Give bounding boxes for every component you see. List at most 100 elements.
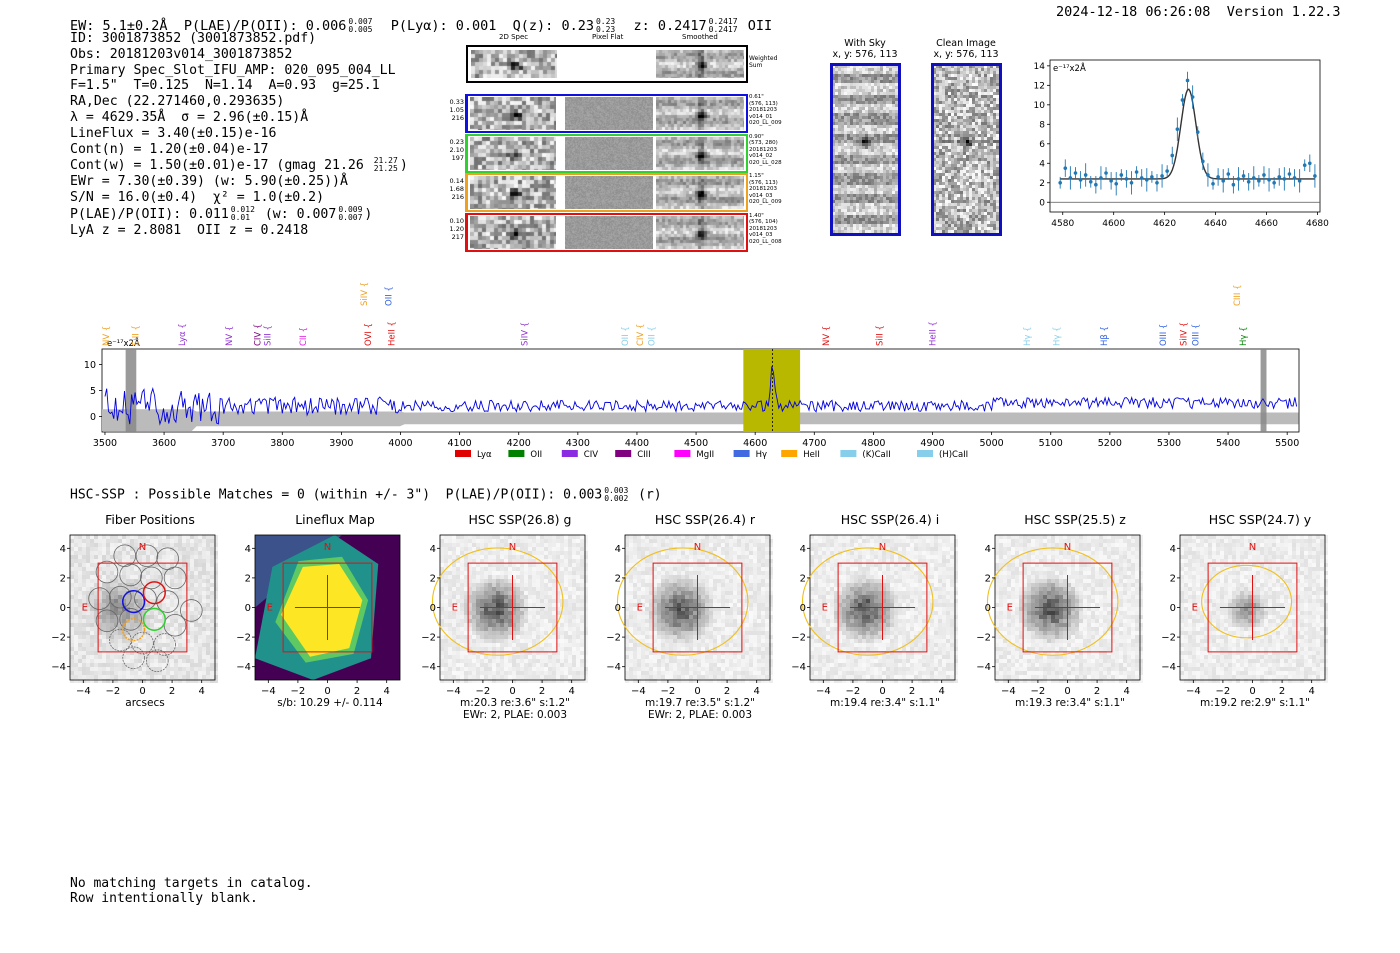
line-fit-point (1272, 180, 1276, 185)
cutout-color-bar (465, 94, 468, 133)
panel-x-tick: 4 (1123, 686, 1129, 697)
panel-y-tick: −2 (237, 633, 251, 644)
panel-x-tick: −2 (291, 686, 306, 697)
spectrum-x-tick: 5300 (1157, 438, 1181, 449)
info-plae-text: P(LAE)/P(OII): 0.011 (70, 206, 229, 222)
clean-title: Clean Image (936, 38, 996, 49)
cutout-stat: 0.33 (449, 98, 464, 106)
cutout-row (466, 133, 748, 173)
line-fit-model (1060, 88, 1315, 180)
panel-y-tick: 4 (430, 544, 436, 555)
panel-caption-2: EWr: 2, PLAE: 0.003 (647, 709, 753, 721)
panel-y-tick: 0 (615, 603, 621, 614)
compass-north: N (1249, 542, 1256, 553)
spectrum-legend-label: (K)CaII (862, 450, 890, 460)
spectrum-highlight (743, 349, 801, 432)
line-fit-y-tick: 4 (1039, 159, 1045, 169)
panel-x-tick: 2 (1094, 686, 1100, 697)
cutout-row-meta: 0.61" (576, 113) 20181203 v014_01 020_LL_009 (749, 94, 795, 127)
line-fit-point (1251, 176, 1256, 180)
cutout-meta: (576, 113) (749, 179, 778, 186)
line-fit-point (1206, 173, 1210, 177)
line-fit-y-tick: 2 (1039, 179, 1045, 189)
cutout-pixel-flat (565, 136, 653, 170)
cutout-color-bar (465, 173, 468, 212)
panel-y-tick: −4 (607, 662, 621, 673)
line-fit-point (1282, 177, 1287, 181)
spectrum-x-tick: 3600 (152, 438, 176, 449)
cutout-pixel-flat (565, 176, 653, 209)
spectrum-line-marker: SiIV { (360, 282, 370, 306)
compass-north: N (879, 542, 886, 553)
panel-y-tick: 0 (60, 603, 66, 614)
cutout-meta: (573, 280) (749, 140, 778, 146)
panel-y-tick: 4 (60, 544, 66, 555)
spectrum-x-tick: 5200 (1098, 438, 1122, 449)
cutout-meta: 020_LL_008 (749, 238, 782, 245)
line-fit-point (1088, 179, 1093, 184)
cutout-meta: (576, 113) (749, 100, 778, 107)
panel-y-tick: 0 (985, 603, 991, 614)
spectrum-line-marker: Hγ { (1023, 326, 1033, 346)
fiber-circle (119, 563, 142, 587)
header-timestamp-version: 2024-12-18 06:26:08 Version 1.22.3 (1056, 4, 1341, 20)
header-summary: EW: 5.1±0.2Å P(LAE)/P(OII): 0.006 0.007 0.… (70, 2, 773, 35)
clean-image-header: Clean Image x, y: 576, 113 (927, 38, 1005, 60)
compass-north: N (509, 542, 516, 553)
cutout-meta: 20181203 (749, 225, 777, 232)
search-box (1022, 562, 1113, 653)
line-fit-point (1236, 177, 1241, 181)
fiber-circle (180, 599, 203, 622)
hsc-summary-hi: 0.003 (604, 486, 629, 495)
spectrum-line-marker: SiII { (264, 325, 274, 346)
cutout-row-meta: 1.15" (576, 113) 20181203 v014_03 020_LL_009 (749, 173, 795, 206)
cutout-meta: 020_LL_009 (749, 120, 782, 126)
spectrum-masked-region (1260, 349, 1267, 432)
cutout-row-meta: 0.90" (573, 280) 20181203 v014_02 020_LL_028 (749, 134, 795, 167)
spectrum-legend-label: OII (530, 450, 542, 460)
header-plae: P(LAE)/P(OII): 0.006 (183, 18, 347, 34)
compass-north: N (139, 542, 146, 553)
cutout-meta: 1.15" (749, 173, 764, 179)
line-fit-point (1241, 174, 1246, 178)
info-contw-lo: 21.25 (373, 164, 398, 174)
line-fit-point (1109, 179, 1113, 183)
panel-x-tick: 4 (938, 686, 944, 697)
spectrum-legend-swatch (615, 450, 632, 457)
compass-east: E (267, 602, 273, 613)
cutout-smoothed (656, 97, 744, 130)
panel-y-tick: −2 (1162, 633, 1176, 644)
spectrum-line-marker: HeII { (929, 321, 939, 346)
spectrum-x-tick: 5000 (980, 438, 1004, 449)
spectrum-legend-swatch (840, 450, 857, 457)
cutout-smoothed (656, 136, 744, 170)
cutout-meta: 0.90" (749, 133, 764, 140)
compass-east: E (452, 602, 458, 613)
line-fit-x-tick: 4640 (1204, 219, 1227, 229)
cutout-stat: 1.05 (449, 106, 464, 114)
spectrum-line-marker: NV { (225, 326, 235, 346)
panel-caption: arcsecs (125, 697, 165, 709)
panel-x-tick: 2 (724, 686, 730, 697)
info-spec: Primary Spec_Slot_IFU_AMP: 020_095_004_L… (70, 62, 396, 78)
panel-caption: m:20.3 re:3.6" s:1.2" (460, 697, 570, 709)
line-fit-y-tick: 6 (1039, 140, 1045, 150)
spectrum-x-tick: 4000 (388, 438, 412, 449)
spectrum-x-tick: 4200 (507, 438, 531, 449)
cutout-row (466, 212, 748, 252)
cutout-pixel-flat (565, 97, 653, 130)
cutout-meta: 0.61" (749, 94, 764, 100)
spectrum-x-tick: 3800 (270, 438, 294, 449)
hsc-summary: HSC-SSP : Possible Matches = 0 (within +… (70, 487, 662, 503)
line-fit-point (1058, 180, 1062, 185)
header-z-line: OII (747, 18, 773, 34)
header-z-hi: 0.2417 (708, 17, 738, 26)
image-panel: HSC SSP(25.5) z N E 4 2 0 −2 −4 −4 −2 0 2 4 m:19.3 re… (977, 512, 1155, 722)
spectrum-legend-label: HeII (803, 450, 820, 460)
spectrum-line-marker: OII { (385, 286, 395, 306)
panel-y-tick: 2 (60, 573, 66, 584)
cutout-row (466, 94, 748, 133)
cutout-pixel-flat (565, 215, 653, 249)
panel-y-tick: 4 (800, 544, 806, 555)
cutout-meta: 1.40" (749, 212, 764, 219)
